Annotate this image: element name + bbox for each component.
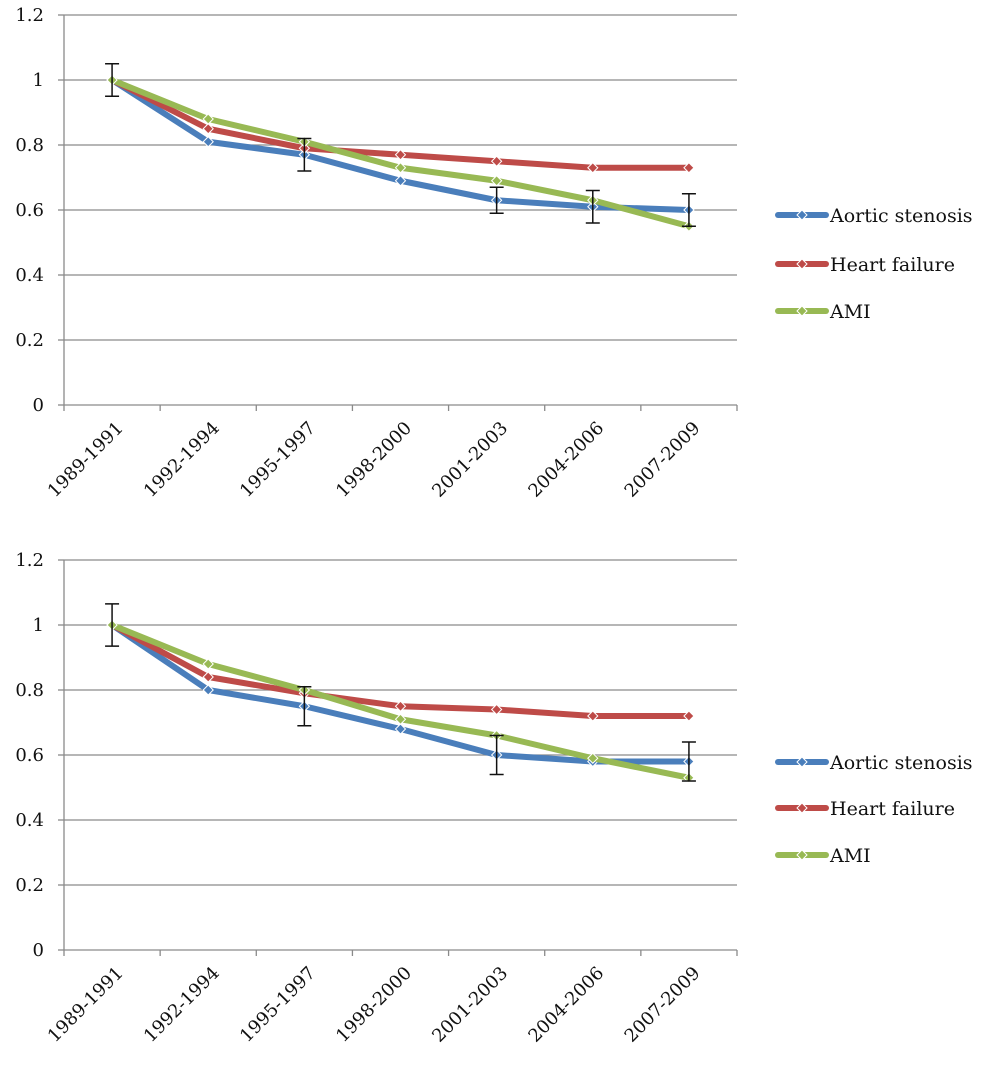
data-point <box>490 175 503 187</box>
legend-marker <box>796 756 808 768</box>
y-tick-label: 0.8 <box>15 680 44 701</box>
legend-marker <box>796 209 808 221</box>
data-point <box>394 162 407 174</box>
data-point <box>202 658 214 670</box>
data-point <box>490 703 503 716</box>
data-point <box>394 713 407 725</box>
data-point <box>202 123 214 135</box>
legend-item: Heart failure <box>775 254 955 276</box>
y-tick-label: 0.2 <box>15 875 44 896</box>
y-tick-label: 0.6 <box>15 200 44 221</box>
y-tick-label: 0.4 <box>15 265 44 286</box>
data-point <box>394 175 407 187</box>
x-tick-label: 2001-2003 <box>428 418 512 502</box>
legend-marker <box>796 802 808 814</box>
legend-item: Aortic stenosis <box>775 752 973 774</box>
x-tick-label: 1992-1994 <box>140 963 224 1047</box>
legend-item: Heart failure <box>775 798 955 820</box>
data-point <box>202 136 214 148</box>
chart-1: 0 0.2 0.4 0.6 0.8 1 1.2 1989-1991 1992-1994 1995-… <box>15 5 972 502</box>
legend-label: Aortic stenosis <box>829 205 973 227</box>
data-point <box>587 162 599 174</box>
y-tick-label: 1.2 <box>15 550 44 571</box>
series-line-1 <box>109 622 692 765</box>
legend-item: Aortic stenosis <box>775 205 973 227</box>
data-point <box>490 155 503 167</box>
x-tick-label: 1998-2000 <box>332 418 416 502</box>
x-tick-label: 1995-1997 <box>236 963 320 1047</box>
legend-marker <box>796 258 808 270</box>
y-tick-label: 1 <box>33 70 44 91</box>
x-tick-label: 1989-1991 <box>44 418 128 502</box>
x-tick-label: 2004-2006 <box>524 963 608 1047</box>
y-tick-label: 0 <box>33 395 44 416</box>
data-point <box>394 723 407 735</box>
legend-label: Heart failure <box>830 254 955 276</box>
x-tick-label: 1989-1991 <box>44 963 128 1047</box>
data-point <box>683 162 695 174</box>
x-tick-label: 2001-2003 <box>428 963 512 1047</box>
legend-item: AMI <box>775 845 871 867</box>
data-point <box>587 752 599 764</box>
x-tick-label: 1992-1994 <box>140 418 224 502</box>
data-point <box>202 113 214 125</box>
data-point <box>587 710 599 722</box>
y-tick-label: 0.2 <box>15 330 44 351</box>
y-tick-label: 1.2 <box>15 5 44 26</box>
y-tick-label: 0.4 <box>15 810 44 831</box>
legend-label: Heart failure <box>830 798 955 820</box>
y-tick-label: 0.8 <box>15 135 44 156</box>
data-point <box>394 700 407 712</box>
x-tick-label: 2007-2009 <box>621 418 705 502</box>
legend-marker <box>796 849 808 861</box>
legend-marker <box>796 305 808 317</box>
data-point <box>394 149 407 161</box>
chart-2: 0 0.2 0.4 0.6 0.8 1 1.2 1989-1991 1992-1994 1995-… <box>15 550 972 1047</box>
x-tick-label: 2004-2006 <box>524 418 608 502</box>
data-point <box>202 684 214 696</box>
data-point <box>683 710 695 722</box>
x-tick-label: 1995-1997 <box>236 418 320 502</box>
x-tick-label: 1998-2000 <box>332 963 416 1047</box>
data-point <box>202 671 214 683</box>
legend-label: AMI <box>829 845 871 867</box>
x-tick-label: 2007-2009 <box>621 963 705 1047</box>
legend-item: AMI <box>775 301 871 323</box>
legend-label: AMI <box>829 301 871 323</box>
y-tick-label: 1 <box>33 615 44 636</box>
y-tick-label: 0.6 <box>15 745 44 766</box>
legend-label: Aortic stenosis <box>829 752 973 774</box>
y-tick-label: 0 <box>33 940 44 961</box>
